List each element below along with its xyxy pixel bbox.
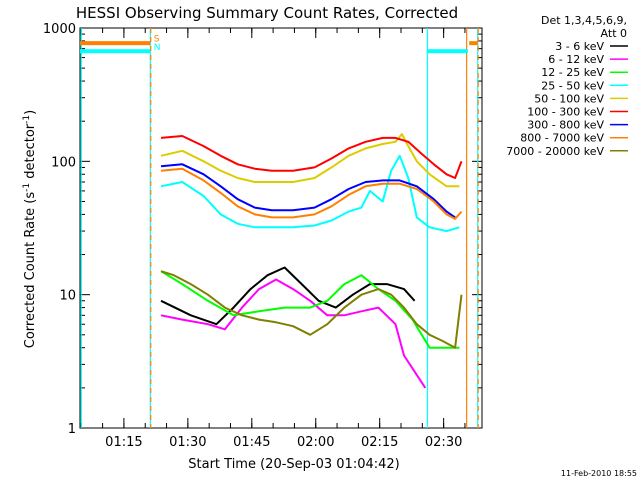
series-line xyxy=(160,154,460,233)
series-line xyxy=(160,270,463,349)
y-tick-label: 100 xyxy=(51,155,76,170)
attenuator-bar xyxy=(80,41,151,46)
plot-frame xyxy=(79,27,483,429)
series-line xyxy=(160,167,463,220)
x-axis-label: Start Time (20-Sep-03 01:04:42) xyxy=(188,457,399,472)
timestamp: 11-Feb-2010 18:55 xyxy=(561,469,637,478)
x-tick-label: 01:30 xyxy=(169,435,206,450)
series-line xyxy=(160,133,460,188)
legend-label: 25 - 50 keV xyxy=(541,79,604,92)
y-axis-label: Corrected Count Rate (s-1 detector-1) xyxy=(22,110,38,348)
series-line xyxy=(160,135,463,179)
plot-area: SN xyxy=(79,27,483,429)
chart-title: HESSI Observing Summary Count Rates, Cor… xyxy=(76,4,458,22)
y-tick-labels: 1 10 100 1000 xyxy=(43,22,76,437)
legend-header-att: Att 0 xyxy=(601,27,627,40)
x-tick-label: 01:45 xyxy=(233,435,270,450)
y-tick-label: 1000 xyxy=(43,22,76,37)
x-tick-labels: 01:15 01:30 01:45 02:00 02:15 02:30 xyxy=(105,435,462,450)
bar-label: S xyxy=(154,34,160,44)
y-axis-label-end: ) xyxy=(23,110,38,115)
legend-label: 300 - 800 keV xyxy=(527,119,604,132)
attenuator-bar xyxy=(469,41,478,46)
y-axis-label-mid: detector xyxy=(23,123,38,183)
x-tick-label: 02:15 xyxy=(361,435,398,450)
attenuator-bar xyxy=(427,49,468,54)
legend-label: 3 - 6 keV xyxy=(555,40,604,53)
legend-label: 7000 - 20000 keV xyxy=(506,145,604,158)
x-tick-label: 02:30 xyxy=(425,435,462,450)
attenuator-bar xyxy=(80,49,151,54)
x-tick-label: 02:00 xyxy=(297,435,334,450)
y-axis-label-sup1: -1 xyxy=(22,183,32,192)
legend-label: 50 - 100 keV xyxy=(534,92,604,105)
x-tick-label: 01:15 xyxy=(105,435,142,450)
series-line xyxy=(160,266,416,326)
series-lines xyxy=(160,133,463,389)
y-tick-label: 10 xyxy=(59,289,76,304)
y-axis-label-main: Corrected Count Rate (s xyxy=(23,192,38,349)
legend-label: 100 - 300 keV xyxy=(527,106,604,119)
attenuator-bars: SN xyxy=(80,34,478,53)
bar-label: N xyxy=(154,43,161,53)
series-line xyxy=(160,278,427,389)
y-tick-label: 1 xyxy=(68,422,76,437)
vertical-markers xyxy=(80,28,479,428)
series-line xyxy=(160,163,456,219)
y-axis-label-sup2: -1 xyxy=(22,115,32,124)
legend-label: 800 - 7000 keV xyxy=(520,132,604,145)
series-line xyxy=(160,270,460,349)
legend-header-dets: Det 1,3,4,5,6,9, xyxy=(541,14,627,27)
legend-label: 12 - 25 keV xyxy=(541,66,604,79)
legend-label: 6 - 12 keV xyxy=(548,53,604,66)
